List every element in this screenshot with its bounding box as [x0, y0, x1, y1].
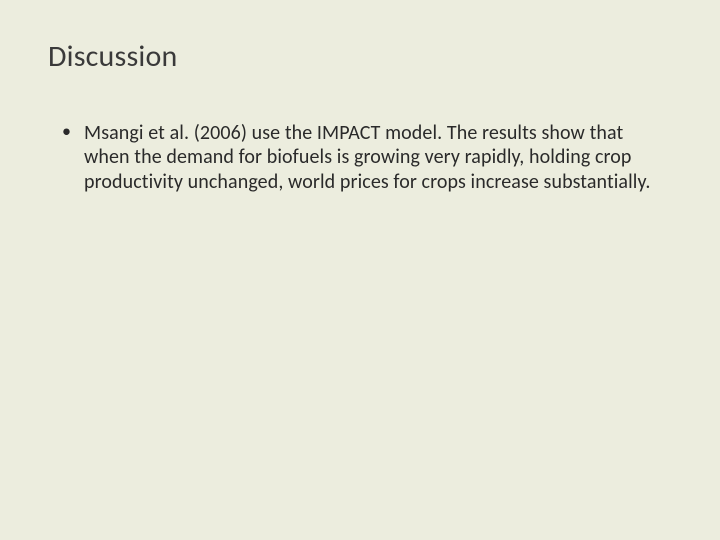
- bullet-list: Msangi et al. (2006) use the IMPACT mode…: [58, 121, 672, 194]
- slide-content: Msangi et al. (2006) use the IMPACT mode…: [48, 121, 672, 194]
- bullet-item: Msangi et al. (2006) use the IMPACT mode…: [58, 121, 672, 194]
- slide: Discussion Msangi et al. (2006) use the …: [0, 0, 720, 540]
- slide-title: Discussion: [48, 38, 672, 75]
